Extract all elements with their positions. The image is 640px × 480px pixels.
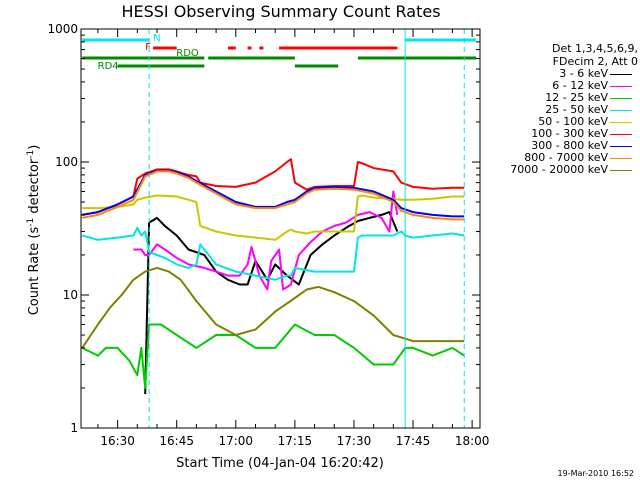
series-line-7 xyxy=(82,170,465,221)
vertical-markers xyxy=(148,29,465,428)
legend-swatch xyxy=(610,74,632,75)
legend: Det 1,3,4,5,6,9, FDecim 2, Att 0 3 - 6 k… xyxy=(508,42,638,176)
y-tick-label: 100 xyxy=(55,155,78,169)
legend-entry: 7000 - 20000 keV xyxy=(508,164,638,176)
x-tick-label: 17:45 xyxy=(396,434,431,448)
series-layer xyxy=(81,158,465,395)
legend-swatch xyxy=(610,134,632,135)
series-line-1 xyxy=(133,190,399,291)
legend-entry: 6 - 12 keV xyxy=(508,80,638,92)
x-tick-label: 16:30 xyxy=(100,434,135,448)
legend-header-line-1: Det 1,3,4,5,6,9, xyxy=(551,42,638,55)
legend-entry-label: 7000 - 20000 keV xyxy=(510,163,608,176)
series-line-0 xyxy=(144,211,399,395)
state-bar-label-3: RD4 xyxy=(98,61,119,72)
series-line-5 xyxy=(82,158,465,216)
legend-entry: 25 - 50 keV xyxy=(508,104,638,116)
legend-swatch xyxy=(610,146,632,147)
legend-entry: 3 - 6 keV xyxy=(508,68,638,80)
state-bar-label-2: RDO xyxy=(176,48,199,59)
legend-entry: 800 - 7000 keV xyxy=(508,152,638,164)
legend-entry-label: 25 - 50 keV xyxy=(545,103,608,116)
axes: 1 10 100 1000 16:30 16:45 17:00 17:15 17:30 17:45… xyxy=(47,22,489,448)
x-tick-label: 17:30 xyxy=(337,434,372,448)
x-axis-label: Start Time (04-Jan-04 16:20:42) xyxy=(176,456,384,471)
plot-frame xyxy=(80,28,481,429)
state-bar-label-1: F xyxy=(145,42,151,53)
y-tick-label: 10 xyxy=(63,288,78,302)
legend-entry: 100 - 300 keV xyxy=(508,128,638,140)
legend-entry-label: 6 - 12 keV xyxy=(552,79,608,92)
legend-entry: 50 - 100 keV xyxy=(508,116,638,128)
footer-timestamp: 19-Mar-2010 16:52 xyxy=(557,469,635,478)
legend-swatch xyxy=(610,122,632,123)
series-line-3 xyxy=(81,226,465,281)
legend-swatch xyxy=(610,110,632,111)
legend-entry-label: 50 - 100 keV xyxy=(538,115,608,128)
x-tick-label: 17:15 xyxy=(278,434,313,448)
legend-header-line-2: FDecim 2, Att 0 xyxy=(552,55,638,68)
y-tick-label: 1000 xyxy=(47,22,78,36)
legend-entry-label: 100 - 300 keV xyxy=(531,127,608,140)
y-axis-label: Count Rate (s-1 detector-1) xyxy=(26,145,42,316)
attenuator-bars: NF RDO RD4 xyxy=(82,33,477,72)
legend-entry-label: 12 - 25 keV xyxy=(545,91,608,104)
y-tick-label: 1 xyxy=(70,421,78,435)
legend-swatch xyxy=(610,86,632,87)
legend-entry: 12 - 25 keV xyxy=(508,92,638,104)
x-tick-label: 18:00 xyxy=(455,434,490,448)
legend-entry: 300 - 800 keV xyxy=(508,140,638,152)
legend-entries: 3 - 6 keV 6 - 12 keV 12 - 25 keV 25 - 50 ke… xyxy=(508,68,638,176)
chart-title: HESSI Observing Summary Count Rates xyxy=(121,2,440,21)
legend-entry-label: 300 - 800 keV xyxy=(531,139,608,152)
legend-swatch xyxy=(610,158,632,159)
legend-entry-label: 800 - 7000 keV xyxy=(524,151,608,164)
legend-swatch xyxy=(610,170,632,171)
series-line-8 xyxy=(81,266,465,349)
state-bar-label-0: N xyxy=(153,33,160,44)
x-tick-label: 17:00 xyxy=(218,434,253,448)
legend-swatch xyxy=(610,98,632,99)
series-line-2 xyxy=(81,323,465,389)
legend-entry-label: 3 - 6 keV xyxy=(559,67,608,80)
series-line-4 xyxy=(82,194,465,241)
x-tick-label: 16:45 xyxy=(159,434,194,448)
